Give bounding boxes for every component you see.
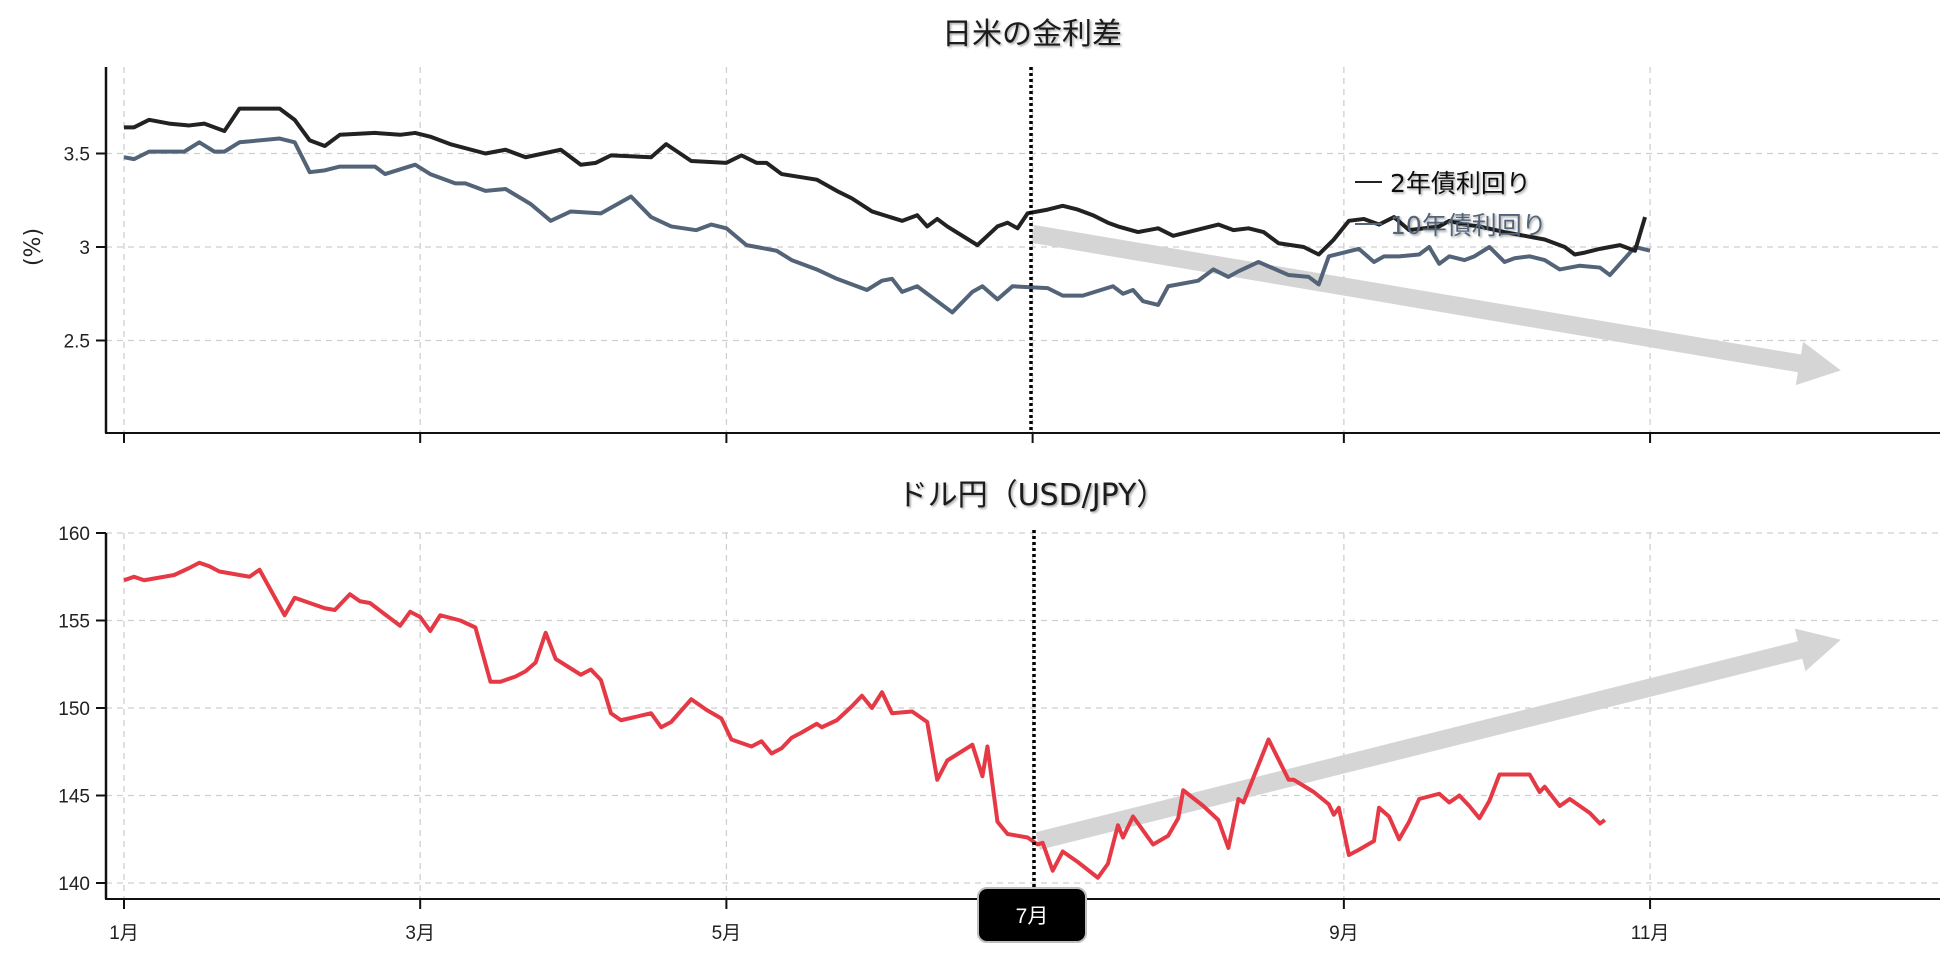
y-axis-label-percent: (%) [21,228,46,266]
chart-title-rate-spread: 日米の金利差 [942,17,1122,52]
series-line [123,136,1651,315]
x-tick-label: 11月 [1631,923,1670,944]
y-tick-label: 155 [58,612,90,633]
top-gridlines [106,67,1940,433]
chart-title-usdjpy: ドル円（USD/JPY） [898,478,1167,513]
series-line [123,560,1607,880]
rate-spread-chart: 日米の金利差 2.5 3 3.5 (%) 2年債利回り 10年債利回り [21,17,1940,443]
yield-lines [123,106,1651,315]
bottom-gridlines [106,532,1940,899]
top-x-ticks [123,433,1652,443]
series-line [124,106,1647,257]
x-tick-label: 3月 [405,923,435,944]
x-tick-label: 1月 [109,923,139,944]
y-tick-label: 3.5 [64,145,90,166]
legend-item-10y[interactable]: 10年債利回り [1355,211,1547,240]
x-tick-label: 5月 [712,923,742,944]
y-tick-label: 150 [58,699,90,720]
y-tick-label: 3 [79,238,90,259]
upward-trend-arrow [1035,628,1841,850]
trend-arrow-icon [1035,628,1841,850]
top-y-ticks: 2.5 3 3.5 [64,145,106,353]
july-highlight-badge[interactable]: 7月 [977,887,1087,943]
downward-trend-arrow [1031,225,1841,386]
legend-item-2y[interactable]: 2年債利回り [1355,169,1531,198]
usdjpy-line [123,560,1607,880]
y-tick-label: 2.5 [64,332,90,353]
y-tick-label: 160 [58,524,90,545]
bottom-x-ticks: 1月 3月 5月 9月 11月 [109,899,1669,944]
usdjpy-chart: ドル円（USD/JPY） 140 145 150 155 160 1月 3月 5月 9月 11月 [58,478,1940,944]
y-tick-label: 145 [58,787,90,808]
legend-label-10y: 10年債利回り [1390,211,1547,240]
trend-arrow-icon [1031,225,1841,386]
legend: 2年債利回り 10年債利回り [1355,169,1547,240]
bottom-y-ticks: 140 145 150 155 160 [58,524,106,895]
y-tick-label: 140 [58,874,90,895]
x-tick-label: 9月 [1329,923,1359,944]
legend-label-2y: 2年債利回り [1390,169,1531,198]
